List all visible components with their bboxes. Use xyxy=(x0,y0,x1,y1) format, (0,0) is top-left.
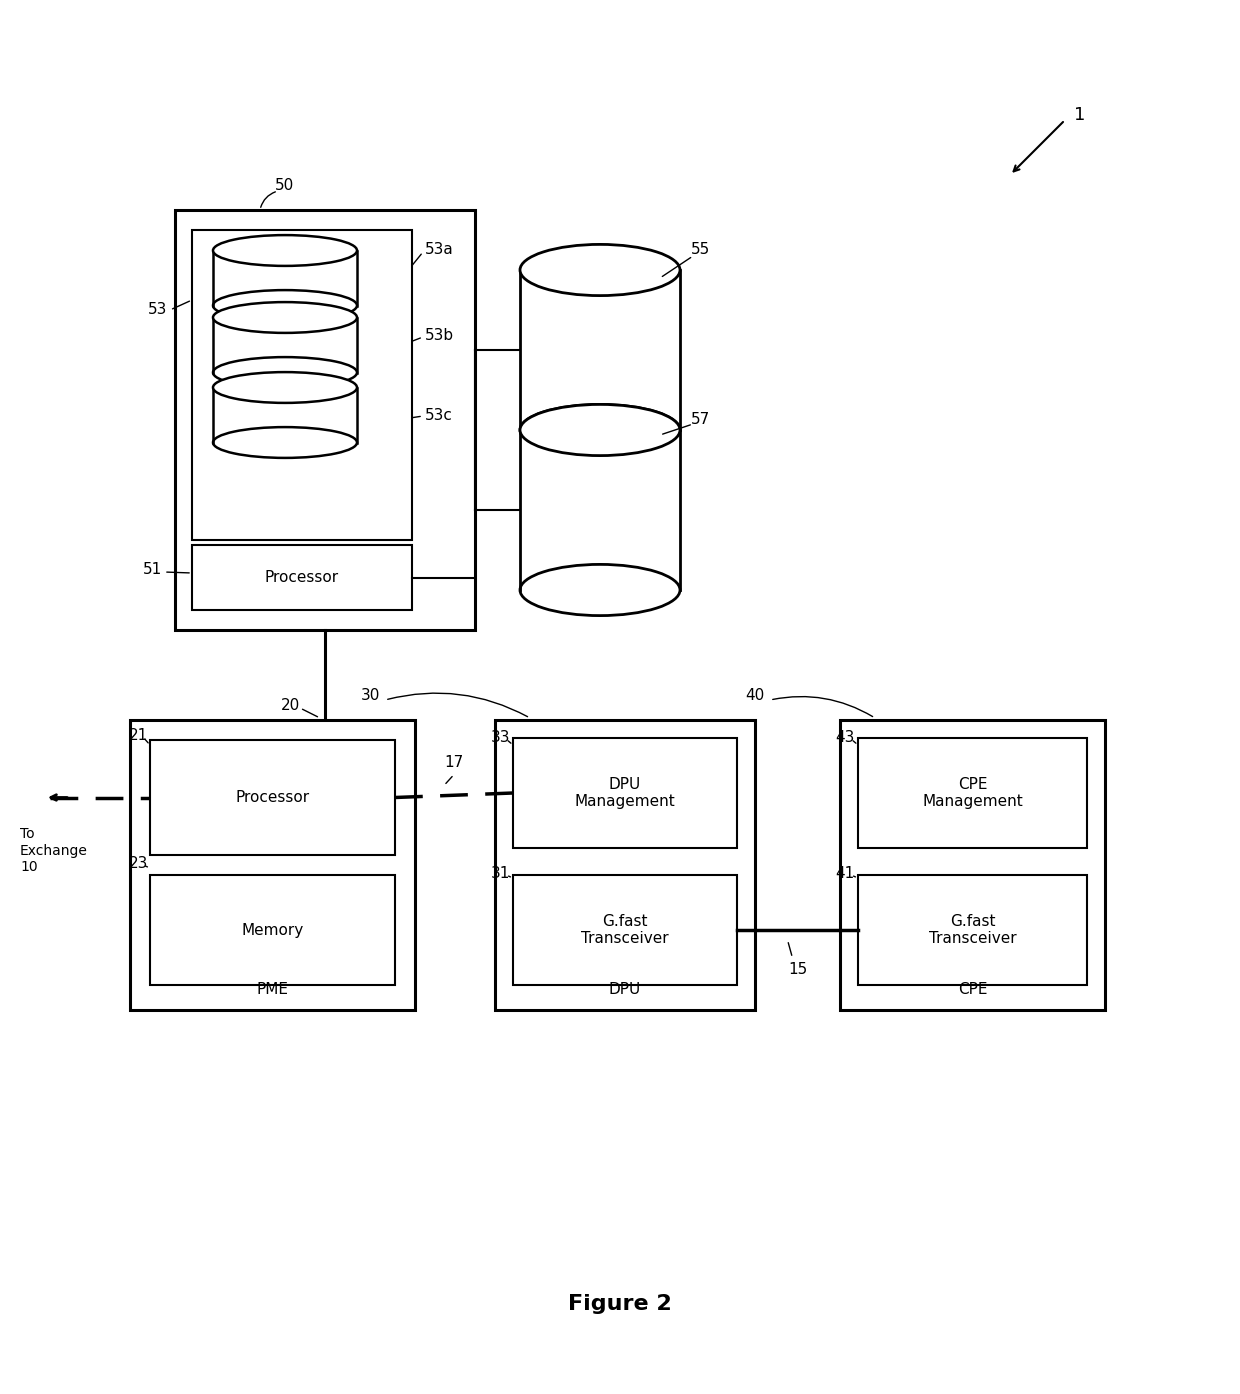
Text: 55: 55 xyxy=(691,243,709,258)
Text: G.fast
Transceiver: G.fast Transceiver xyxy=(929,914,1017,947)
Bar xyxy=(495,719,755,1011)
Text: Memory: Memory xyxy=(242,923,304,938)
Text: 15: 15 xyxy=(787,962,807,977)
Text: To
Exchange
10: To Exchange 10 xyxy=(20,828,88,874)
Ellipse shape xyxy=(213,302,357,333)
Ellipse shape xyxy=(520,404,680,456)
Ellipse shape xyxy=(520,404,680,456)
Bar xyxy=(858,737,1087,848)
Text: 21: 21 xyxy=(129,728,148,743)
Bar xyxy=(150,875,396,986)
Text: 57: 57 xyxy=(691,413,709,428)
Text: 20: 20 xyxy=(280,697,300,712)
Text: Processor: Processor xyxy=(236,790,310,804)
Text: 40: 40 xyxy=(745,687,765,703)
Text: DPU: DPU xyxy=(609,983,641,998)
Ellipse shape xyxy=(213,357,357,388)
Bar xyxy=(858,875,1087,986)
Text: Figure 2: Figure 2 xyxy=(568,1294,672,1315)
Text: 51: 51 xyxy=(143,563,161,577)
Ellipse shape xyxy=(213,236,357,266)
Text: 1: 1 xyxy=(1074,106,1086,124)
Ellipse shape xyxy=(520,565,680,616)
Bar xyxy=(513,737,737,848)
Text: 53c: 53c xyxy=(425,407,453,422)
Text: 30: 30 xyxy=(361,687,379,703)
Text: 23: 23 xyxy=(129,856,148,870)
Text: 53b: 53b xyxy=(425,328,454,343)
Bar xyxy=(213,388,357,442)
Bar xyxy=(130,719,415,1011)
Bar xyxy=(839,719,1105,1011)
Bar xyxy=(213,318,357,372)
Text: 41: 41 xyxy=(836,866,856,881)
Text: 33: 33 xyxy=(491,729,510,744)
Bar xyxy=(520,270,680,429)
Bar xyxy=(192,545,412,611)
Text: 50: 50 xyxy=(275,177,295,192)
Ellipse shape xyxy=(213,290,357,321)
Bar xyxy=(150,740,396,855)
Bar xyxy=(192,230,412,539)
Text: DPU
Management: DPU Management xyxy=(574,776,676,809)
Text: 53: 53 xyxy=(149,302,167,318)
Text: 31: 31 xyxy=(491,866,510,881)
Ellipse shape xyxy=(520,244,680,296)
Ellipse shape xyxy=(213,427,357,457)
Text: 53a: 53a xyxy=(425,243,454,258)
Bar xyxy=(213,251,357,305)
Text: CPE
Management: CPE Management xyxy=(923,776,1023,809)
Text: CPE: CPE xyxy=(957,983,987,998)
Text: 17: 17 xyxy=(444,756,464,769)
Bar xyxy=(175,210,475,630)
Ellipse shape xyxy=(213,372,357,403)
Text: Processor: Processor xyxy=(265,570,339,585)
Text: G.fast
Transceiver: G.fast Transceiver xyxy=(582,914,668,947)
Text: 43: 43 xyxy=(836,729,856,744)
Bar xyxy=(513,875,737,986)
Bar xyxy=(520,429,680,590)
Text: PME: PME xyxy=(257,983,289,998)
